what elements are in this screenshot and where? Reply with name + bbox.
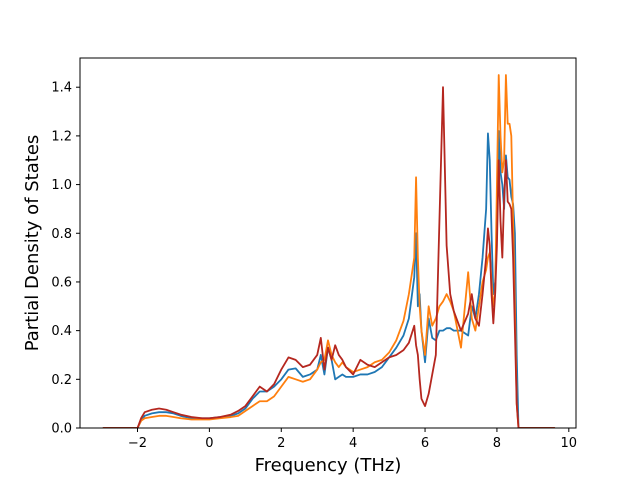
y-tick-label: 1.4: [51, 81, 72, 96]
x-axis-label: Frequency (THz): [255, 455, 402, 476]
x-axis-ticks: −2 0 2 4 6 8 10: [128, 428, 577, 451]
y-tick-label: 1.0: [51, 178, 72, 193]
x-tick-label: 6: [421, 436, 429, 451]
x-tick-label: 0: [205, 436, 213, 451]
x-tick-label: −2: [128, 436, 147, 451]
y-tick-label: 1.2: [51, 129, 72, 144]
x-tick-label: 8: [493, 436, 501, 451]
x-tick-label: 2: [277, 436, 285, 451]
y-axis-label: Partial Density of States: [22, 135, 43, 352]
y-tick-label: 0.8: [51, 227, 72, 242]
y-tick-label: 0.2: [51, 373, 72, 388]
series-line-2: [102, 74, 556, 428]
y-tick-label: 0.6: [51, 275, 72, 290]
series-layer: [102, 74, 556, 428]
axes-frame: [79, 57, 577, 429]
series-line-3: [102, 86, 556, 428]
y-tick-label: 0.0: [51, 422, 72, 437]
x-tick-label: 10: [561, 436, 578, 451]
x-tick-label: 4: [349, 436, 357, 451]
y-tick-label: 0.4: [51, 324, 72, 339]
series-line-1: [102, 130, 556, 428]
y-axis-ticks: 0.0 0.2 0.4 0.6 0.8 1.0 1.2 1.4: [51, 81, 80, 437]
